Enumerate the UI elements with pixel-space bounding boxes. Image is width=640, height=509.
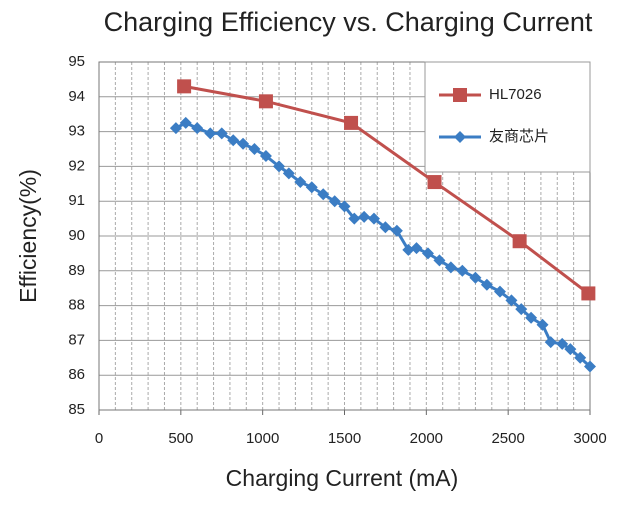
series-line (183, 84, 590, 295)
marker (379, 221, 392, 234)
marker (328, 195, 341, 208)
y-tick-label: 91 (68, 192, 85, 209)
y-tick-label: 92 (68, 157, 85, 174)
legend-box (424, 61, 591, 173)
y-tick-label: 86 (68, 366, 85, 383)
marker (469, 271, 482, 284)
marker (338, 200, 351, 213)
marker (505, 294, 518, 307)
marker (179, 116, 192, 129)
marker (536, 318, 549, 331)
marker (544, 336, 557, 349)
marker (390, 224, 403, 237)
marker (493, 285, 506, 298)
marker (259, 149, 272, 162)
y-tick-label: 90 (68, 227, 85, 244)
chart-title: Charging Efficiency vs. Charging Current (104, 7, 593, 37)
marker (227, 134, 240, 147)
marker (454, 131, 466, 143)
x-axis-label: Charging Current (mA) (226, 465, 459, 491)
marker (294, 176, 307, 189)
x-tick-label: 2500 (491, 430, 524, 447)
y-tick-label: 93 (68, 123, 85, 140)
x-tick-label: 2000 (410, 430, 443, 447)
y-tick-label: 85 (68, 401, 85, 418)
x-tick-label: 500 (168, 430, 193, 447)
marker (456, 264, 469, 277)
marker (444, 261, 457, 274)
y-axis-label: Efficiency(%) (15, 169, 41, 303)
marker (282, 167, 295, 180)
marker (204, 127, 217, 140)
y-tick-label: 95 (68, 53, 85, 70)
y-tick-label: 88 (68, 297, 85, 314)
marker (581, 286, 596, 301)
legend-label: HL7026 (489, 86, 542, 103)
marker (177, 79, 192, 94)
x-tick-label: 0 (95, 430, 103, 447)
marker (433, 254, 446, 267)
marker (367, 212, 380, 225)
marker (525, 311, 538, 324)
plot-border (98, 61, 591, 411)
marker (410, 242, 423, 255)
marker (305, 181, 318, 194)
marker (344, 115, 359, 130)
marker (574, 351, 587, 364)
marker (237, 137, 250, 150)
marker (427, 175, 442, 190)
marker (169, 122, 182, 135)
marker (317, 188, 330, 201)
marker (258, 94, 273, 109)
marker (191, 122, 204, 135)
marker (453, 88, 467, 102)
marker (515, 303, 528, 316)
marker (348, 212, 361, 225)
legend-label: 友商芯片 (489, 128, 549, 145)
marker (402, 243, 415, 256)
x-tick-label: 1000 (246, 430, 279, 447)
y-tick-label: 94 (68, 88, 85, 105)
x-tick-label: 3000 (573, 430, 606, 447)
marker (564, 343, 577, 356)
y-tick-label: 87 (68, 331, 85, 348)
marker (512, 234, 527, 249)
x-tick-label: 1500 (328, 430, 361, 447)
marker (556, 337, 569, 350)
marker (358, 210, 371, 223)
marker (273, 160, 286, 173)
y-tick-label: 89 (68, 262, 85, 279)
marker (480, 278, 493, 291)
marker (215, 127, 228, 140)
marker (421, 247, 434, 260)
marker (584, 360, 596, 373)
marker (248, 143, 261, 155)
